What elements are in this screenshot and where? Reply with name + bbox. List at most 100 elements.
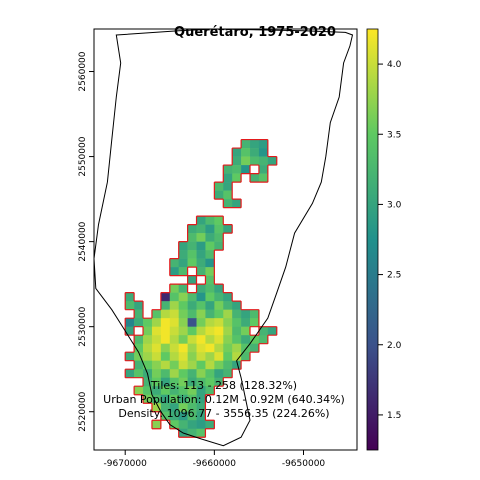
- tile-cell: [169, 360, 179, 370]
- tile-cell: [143, 386, 153, 396]
- tile-cell: [151, 386, 162, 396]
- tile-cell: [160, 403, 171, 413]
- tile-cell: [232, 301, 242, 310]
- tile-cell: [169, 335, 179, 344]
- tile-cell: [178, 250, 188, 259]
- tile-cell: [169, 403, 179, 413]
- tile-cell: [241, 343, 251, 353]
- tile-cell: [214, 369, 224, 379]
- tile-cell: [134, 309, 144, 319]
- tile-cell: [169, 352, 179, 361]
- tile-cell: [196, 403, 206, 413]
- tile-cell: [187, 352, 197, 361]
- y-tick-label: 2530000: [78, 306, 88, 346]
- tile-cell: [178, 403, 188, 413]
- tile-cell: [160, 301, 171, 310]
- tile-cell: [250, 318, 260, 327]
- tile-cell: [151, 403, 162, 413]
- tile-cell: [151, 394, 162, 404]
- tile-cell: [241, 156, 251, 166]
- tile-cell: [205, 267, 215, 276]
- tile-cell: [187, 233, 197, 242]
- tile-cell: [178, 241, 188, 251]
- tile-cell: [187, 360, 197, 370]
- tile-cell: [187, 224, 197, 234]
- tile-cell: [178, 284, 188, 293]
- tile-cell: [205, 369, 215, 379]
- tile-cell: [232, 148, 242, 157]
- plot-frame: [93, 28, 358, 451]
- tile-cell: [196, 360, 206, 370]
- tile-cell: [196, 369, 206, 379]
- tile-cell: [250, 148, 260, 157]
- tile-cell: [187, 369, 197, 379]
- tile-cell: [205, 343, 215, 353]
- tile-cell: [205, 352, 215, 361]
- tile-cell: [258, 165, 269, 174]
- y-tick-label: 2520000: [78, 391, 88, 431]
- tile-cell: [267, 326, 278, 336]
- tile-cell: [223, 182, 233, 191]
- tile-cell: [223, 326, 233, 336]
- tile-cell: [151, 309, 162, 319]
- tile-cell: [214, 216, 224, 225]
- legend-tick-label: 3.0: [387, 200, 402, 210]
- density-annotation: Density: 1096.77 - 3556.35 (224.26%): [118, 407, 329, 420]
- tile-cell: [214, 352, 224, 361]
- urban-extent-outline: [124, 138, 278, 438]
- tile-cell: [241, 148, 251, 157]
- tile-cell: [258, 335, 269, 344]
- tile-cell: [196, 233, 206, 242]
- tile-cell: [232, 199, 242, 208]
- tile-cell: [205, 309, 215, 319]
- tile-cell: [160, 292, 171, 302]
- tile-cell: [178, 394, 188, 404]
- tile-cell: [214, 377, 224, 387]
- tile-cell: [196, 309, 206, 319]
- tile-cell: [160, 326, 171, 336]
- tile-cell: [143, 377, 153, 387]
- tile-cell: [223, 335, 233, 344]
- tile-cell: [250, 335, 260, 344]
- tile-cell: [205, 301, 215, 310]
- tile-cell: [250, 139, 260, 149]
- tile-cell: [160, 360, 171, 370]
- tile-cell: [232, 352, 242, 361]
- tile-cell: [187, 386, 197, 396]
- tile-cell: [196, 352, 206, 361]
- tile-cell: [258, 326, 269, 336]
- tile-cell: [151, 420, 162, 430]
- tile-cell: [196, 343, 206, 353]
- tile-cell: [214, 343, 224, 353]
- tile-cell: [151, 335, 162, 344]
- tile-cell: [205, 326, 215, 336]
- tile-cell: [178, 326, 188, 336]
- population-annotation: Urban Population: 0.12M - 0.92M (640.34%…: [103, 393, 345, 406]
- tile-cell: [196, 267, 206, 276]
- tile-cell: [178, 292, 188, 302]
- tile-cell: [214, 292, 224, 302]
- tile-cell: [160, 377, 171, 387]
- color-legend: 1.5 2.0 2.5 3.0 3.5 4.0: [366, 28, 402, 451]
- tile-cell: [169, 284, 179, 293]
- tile-cell: [178, 360, 188, 370]
- tile-cell: [151, 326, 162, 336]
- tile-cell: [169, 258, 179, 268]
- tile-cell: [205, 233, 215, 242]
- tile-cell: [205, 377, 215, 387]
- tile-cell: [125, 352, 135, 361]
- tile-cell: [214, 233, 224, 242]
- tile-cell: [214, 335, 224, 344]
- legend-tick-label: 4.0: [387, 60, 402, 70]
- tile-cell: [250, 173, 260, 183]
- tile-cell: [134, 369, 144, 379]
- tile-cell: [196, 318, 206, 327]
- tile-cell: [151, 318, 162, 327]
- tile-cell: [241, 352, 251, 361]
- tile-cell: [250, 343, 260, 353]
- tile-cell: [205, 250, 215, 259]
- tile-cell: [160, 318, 171, 327]
- tile-cell: [134, 301, 144, 310]
- tile-cell: [223, 369, 233, 379]
- tile-cell: [160, 335, 171, 344]
